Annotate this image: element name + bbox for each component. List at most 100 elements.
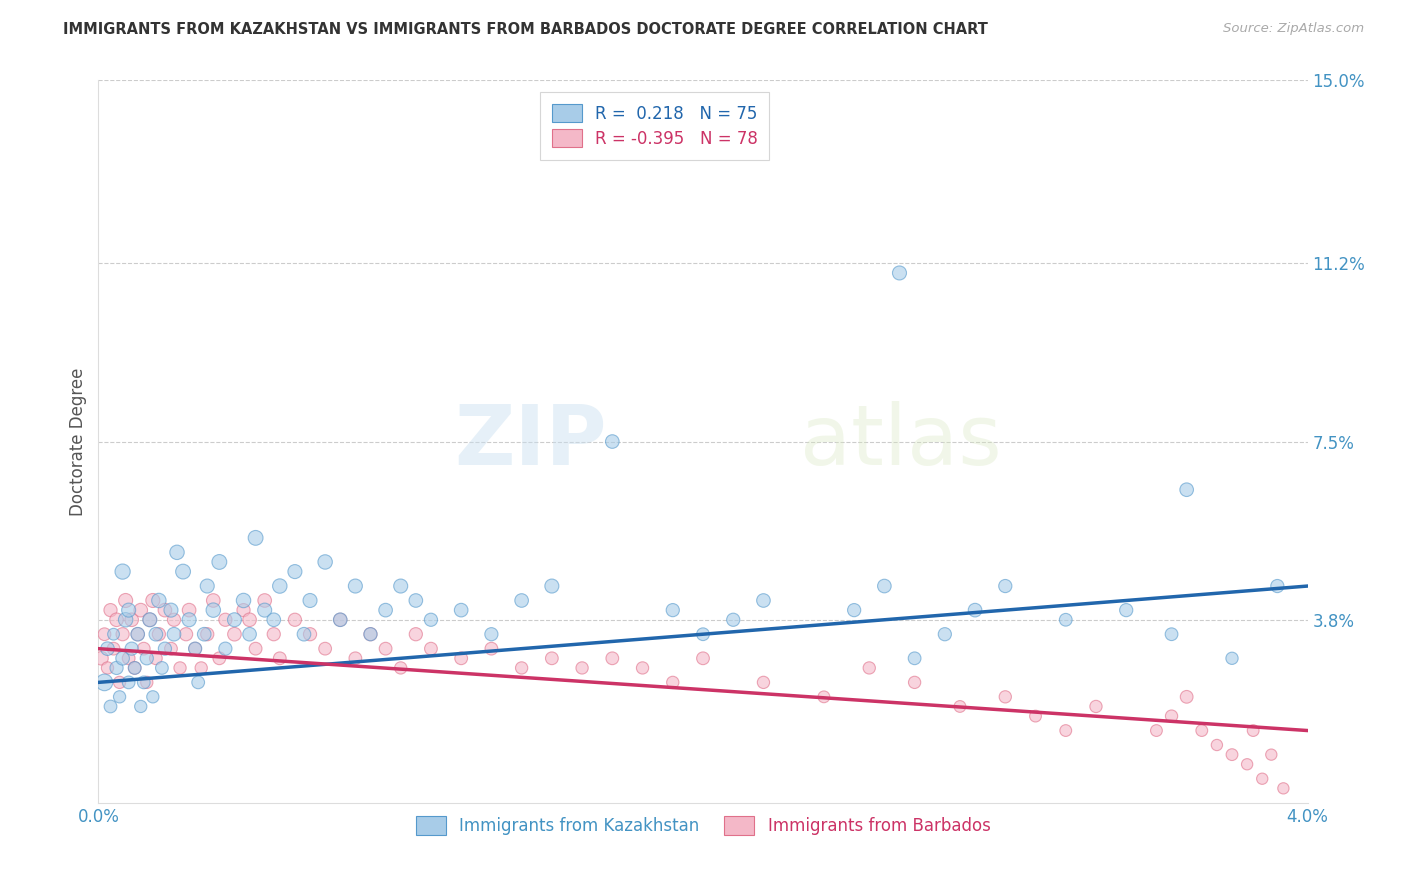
Point bbox=[118, 603, 141, 617]
Point bbox=[166, 545, 188, 559]
Point bbox=[1085, 699, 1108, 714]
Point bbox=[540, 651, 562, 665]
Point bbox=[142, 690, 165, 704]
Point bbox=[132, 675, 155, 690]
Y-axis label: Doctorate Degree: Doctorate Degree bbox=[69, 368, 87, 516]
Point bbox=[124, 661, 146, 675]
Point bbox=[934, 627, 956, 641]
Point bbox=[420, 613, 443, 627]
Point bbox=[103, 627, 125, 641]
Point bbox=[208, 555, 231, 569]
Point bbox=[129, 699, 152, 714]
Point bbox=[450, 603, 472, 617]
Point bbox=[405, 593, 427, 607]
Text: ZIP: ZIP bbox=[454, 401, 606, 482]
Point bbox=[631, 661, 654, 675]
Point bbox=[292, 627, 315, 641]
Point bbox=[661, 603, 683, 617]
Point bbox=[135, 651, 157, 665]
Point bbox=[692, 651, 714, 665]
Point bbox=[202, 603, 225, 617]
Point bbox=[1160, 709, 1182, 723]
Point bbox=[232, 603, 254, 617]
Point bbox=[344, 579, 367, 593]
Point bbox=[129, 603, 152, 617]
Point bbox=[752, 675, 775, 690]
Point bbox=[253, 603, 276, 617]
Point bbox=[132, 641, 155, 656]
Point bbox=[1260, 747, 1282, 762]
Point bbox=[889, 266, 911, 280]
Point bbox=[214, 613, 236, 627]
Point bbox=[135, 675, 157, 690]
Point bbox=[239, 613, 262, 627]
Point bbox=[904, 651, 927, 665]
Point bbox=[127, 627, 149, 641]
Point bbox=[114, 593, 136, 607]
Point bbox=[1191, 723, 1213, 738]
Point bbox=[661, 675, 683, 690]
Point bbox=[245, 531, 267, 545]
Point bbox=[571, 661, 593, 675]
Point bbox=[174, 627, 197, 641]
Point bbox=[263, 613, 285, 627]
Point bbox=[389, 661, 412, 675]
Point bbox=[118, 675, 141, 690]
Point bbox=[232, 593, 254, 607]
Point bbox=[965, 603, 987, 617]
Point bbox=[1220, 651, 1243, 665]
Point bbox=[1236, 757, 1258, 772]
Point bbox=[284, 613, 307, 627]
Point bbox=[121, 641, 143, 656]
Point bbox=[481, 641, 503, 656]
Point bbox=[450, 651, 472, 665]
Point bbox=[124, 661, 146, 675]
Point bbox=[163, 613, 186, 627]
Point bbox=[314, 555, 336, 569]
Point bbox=[224, 627, 246, 641]
Point bbox=[994, 690, 1017, 704]
Point bbox=[179, 613, 201, 627]
Point bbox=[96, 661, 118, 675]
Point bbox=[602, 434, 624, 449]
Point bbox=[1054, 613, 1077, 627]
Point bbox=[284, 565, 307, 579]
Point bbox=[1272, 781, 1295, 796]
Point bbox=[1024, 709, 1046, 723]
Point bbox=[160, 641, 183, 656]
Point bbox=[105, 661, 128, 675]
Point bbox=[299, 627, 322, 641]
Point bbox=[184, 641, 207, 656]
Point bbox=[723, 613, 745, 627]
Point bbox=[108, 675, 131, 690]
Point bbox=[184, 641, 207, 656]
Point bbox=[602, 651, 624, 665]
Point bbox=[844, 603, 866, 617]
Point bbox=[195, 579, 218, 593]
Point bbox=[263, 627, 285, 641]
Point bbox=[1220, 747, 1243, 762]
Point bbox=[389, 579, 412, 593]
Point bbox=[153, 603, 176, 617]
Point bbox=[1206, 738, 1229, 752]
Point bbox=[179, 603, 201, 617]
Point bbox=[195, 627, 218, 641]
Point bbox=[148, 593, 170, 607]
Point bbox=[202, 593, 225, 607]
Point bbox=[160, 603, 183, 617]
Point bbox=[169, 661, 191, 675]
Point bbox=[269, 651, 291, 665]
Text: IMMIGRANTS FROM KAZAKHSTAN VS IMMIGRANTS FROM BARBADOS DOCTORATE DEGREE CORRELAT: IMMIGRANTS FROM KAZAKHSTAN VS IMMIGRANTS… bbox=[63, 22, 988, 37]
Point bbox=[127, 627, 149, 641]
Point bbox=[692, 627, 714, 641]
Point bbox=[111, 627, 134, 641]
Point bbox=[1054, 723, 1077, 738]
Point bbox=[1175, 483, 1198, 497]
Point bbox=[118, 651, 141, 665]
Point bbox=[100, 603, 122, 617]
Point bbox=[329, 613, 352, 627]
Point bbox=[873, 579, 896, 593]
Point bbox=[114, 613, 136, 627]
Point bbox=[405, 627, 427, 641]
Text: atlas: atlas bbox=[800, 401, 1001, 482]
